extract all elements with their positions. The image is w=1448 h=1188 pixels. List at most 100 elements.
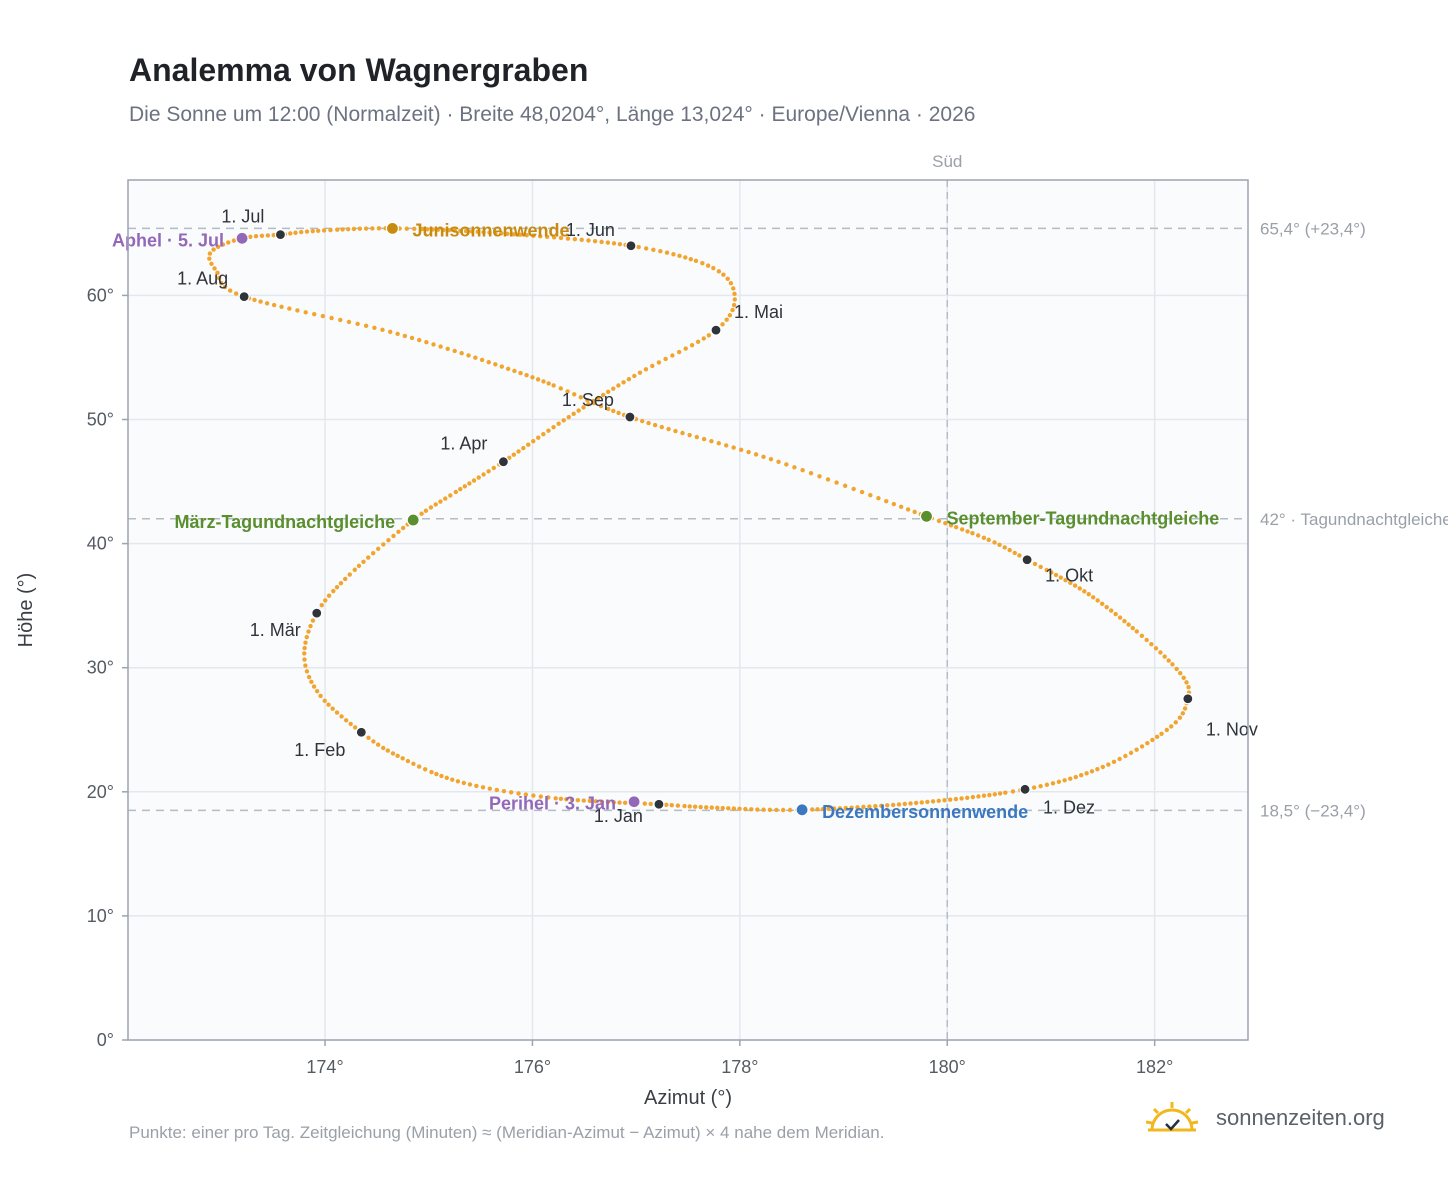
path-dot — [340, 227, 345, 232]
path-dot — [220, 242, 226, 247]
path-dot — [370, 226, 375, 231]
path-dot — [1113, 611, 1118, 617]
path-dot — [411, 761, 416, 766]
path-dot — [400, 525, 406, 531]
month-label: 1. Apr — [440, 434, 487, 454]
path-dot — [776, 459, 781, 464]
path-dot — [652, 422, 658, 428]
path-dot — [216, 275, 222, 281]
path-dot — [1177, 715, 1183, 720]
path-dot — [731, 302, 737, 308]
path-dot — [621, 380, 626, 385]
path-dot — [885, 803, 890, 808]
path-dot — [450, 777, 455, 782]
path-dot — [546, 381, 551, 386]
special-point-marker — [919, 509, 934, 523]
special-point-label: Junisonnenwende — [412, 220, 569, 240]
path-dot — [943, 521, 948, 526]
path-dot — [587, 798, 593, 804]
path-dot — [884, 498, 889, 504]
path-dot — [347, 572, 352, 577]
path-dot — [721, 272, 726, 277]
path-dot — [448, 493, 453, 498]
path-dot — [808, 471, 814, 476]
path-dot — [867, 804, 872, 809]
path-dot — [640, 418, 645, 424]
path-dot — [617, 241, 623, 247]
path-dot — [493, 230, 498, 236]
path-dot — [538, 794, 544, 799]
path-dot — [1038, 783, 1043, 789]
path-dot — [611, 386, 616, 391]
path-dot — [516, 791, 521, 796]
path-dot — [575, 797, 581, 803]
path-dot — [231, 238, 237, 243]
path-dot — [433, 502, 438, 507]
path-dot — [755, 807, 760, 812]
path-dot — [581, 405, 586, 410]
month-marker — [624, 411, 636, 423]
path-dot — [873, 804, 878, 809]
path-dot — [1164, 727, 1169, 733]
path-dot — [321, 228, 327, 233]
path-dot — [948, 523, 954, 528]
path-dot — [724, 317, 729, 322]
path-dot — [302, 651, 307, 656]
path-dot — [1032, 561, 1038, 567]
path-dot — [1144, 637, 1149, 643]
path-dot — [611, 800, 617, 805]
path-dot — [491, 465, 496, 471]
path-dot — [753, 452, 759, 457]
special-point-marker — [385, 221, 400, 235]
x-tick-label: 174° — [306, 1057, 343, 1077]
path-dot — [642, 801, 647, 806]
path-dot — [431, 342, 436, 347]
y-tick-label: 20° — [87, 782, 114, 802]
path-dot — [248, 234, 253, 240]
path-dot — [400, 756, 405, 761]
path-dot — [371, 739, 376, 744]
path-dot — [422, 767, 428, 772]
path-dot — [890, 802, 896, 808]
path-dot — [868, 492, 873, 498]
path-dot — [953, 524, 959, 530]
path-dot — [1130, 625, 1135, 631]
path-dot — [908, 801, 913, 806]
path-dot — [310, 618, 316, 623]
path-dot — [511, 452, 517, 457]
brand[interactable]: sonnenzeiten.org — [1146, 1100, 1385, 1136]
path-dot — [551, 235, 557, 240]
path-dot — [458, 486, 463, 492]
path-dot — [905, 507, 911, 512]
path-dot — [1077, 586, 1082, 591]
path-dot — [455, 779, 461, 784]
path-dot — [429, 769, 434, 775]
month-label: 1. Okt — [1045, 566, 1093, 586]
path-dot — [304, 229, 310, 234]
path-dot — [585, 397, 590, 403]
path-dot — [1050, 781, 1056, 786]
path-dot — [326, 593, 332, 598]
x-tick-label: 182° — [1136, 1057, 1173, 1077]
path-dot — [481, 472, 486, 477]
path-dot — [688, 256, 693, 262]
path-dot — [558, 796, 564, 802]
path-dot — [439, 773, 444, 779]
path-dot — [314, 689, 320, 694]
date-markers: 1. Jan 1. Feb 1. Mär 1. Apr 1. Mai 1. Jun 1. J… — [112, 207, 1258, 827]
path-dot — [1134, 747, 1139, 752]
path-dot — [381, 542, 386, 547]
path-dot — [716, 269, 722, 274]
path-dot — [372, 325, 377, 331]
path-dot — [1162, 654, 1167, 659]
path-dot — [445, 346, 450, 351]
path-dot — [693, 258, 699, 264]
path-dot — [334, 584, 340, 590]
path-dot — [331, 588, 336, 594]
path-dot — [370, 551, 376, 556]
path-dot — [936, 518, 942, 524]
path-dot — [682, 803, 687, 809]
path-dot — [1134, 629, 1139, 634]
path-dot — [970, 794, 976, 800]
path-dot — [395, 753, 400, 759]
